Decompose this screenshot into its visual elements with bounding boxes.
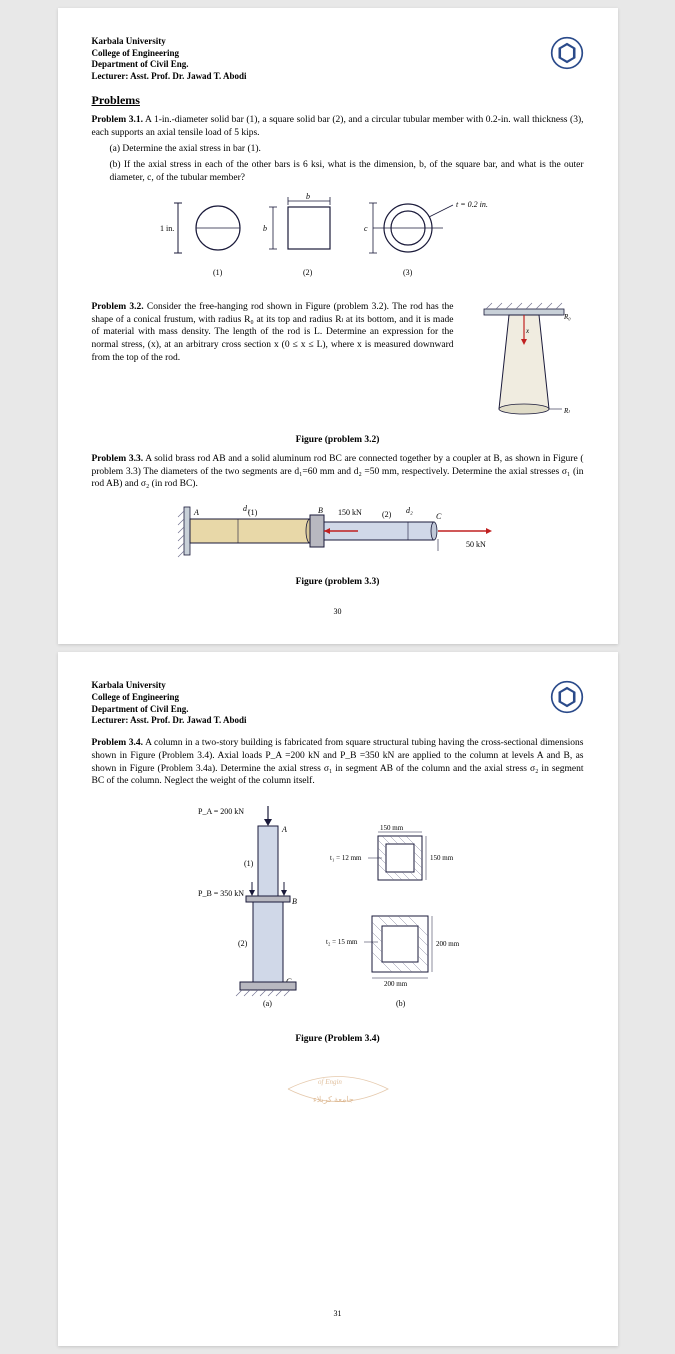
header: Karbala University College of Engineerin… (92, 36, 584, 83)
label-c: c (364, 224, 368, 233)
college-2: College of Engineering (92, 692, 247, 704)
university-logo-icon (550, 36, 584, 70)
p32-text-wrap: Problem 3.2. Consider the free-hanging r… (92, 301, 454, 431)
label-pa: P_A = 200 kN (198, 807, 244, 816)
university-2: Karbala University (92, 680, 247, 692)
department: Department of Civil Eng. (92, 59, 247, 71)
page-2: Karbala University College of Engineerin… (58, 652, 618, 1346)
problem-3-3: Problem 3.3. A solid brass rod AB and a … (92, 453, 584, 491)
p34-title: Problem 3.4. (92, 738, 144, 748)
label-150mm: 150 mm (380, 824, 404, 832)
fig34-caption: Figure (Problem 3.4) (92, 1034, 584, 1044)
page-num-1: 30 (92, 607, 584, 616)
label-n3: (3) (403, 268, 413, 277)
label-n1: (1) (213, 268, 223, 277)
p33-title: Problem 3.3. (92, 454, 144, 464)
svg-text:B: B (318, 506, 323, 515)
svg-text:of Engin: of Engin (318, 1078, 342, 1086)
page-1: Karbala University College of Engineerin… (58, 8, 618, 644)
label-b: b (306, 193, 310, 201)
department-2: Department of Civil Eng. (92, 704, 247, 716)
label-200mm-b: 200 mm (384, 980, 408, 988)
fig33-caption: Figure (problem 3.3) (92, 577, 584, 587)
problem-3-2: Problem 3.2. Consider the free-hanging r… (92, 301, 584, 431)
p31-body: A 1-in.-diameter solid bar (1), a square… (92, 115, 584, 138)
svg-text:R₀: R₀ (563, 313, 571, 321)
label-b-sub: (b) (396, 999, 406, 1008)
svg-text:C: C (436, 512, 442, 521)
label-t2: t₂ = 15 mm (326, 938, 358, 946)
svg-text:Rₗ: Rₗ (563, 407, 570, 415)
p32-title: Problem 3.2. (92, 302, 144, 312)
svg-text:(2): (2) (382, 510, 392, 519)
label-1in: 1 in. (160, 224, 174, 233)
svg-text:(1): (1) (244, 859, 254, 868)
header-text: Karbala University College of Engineerin… (92, 36, 247, 83)
p34-body: A column in a two-story building is fabr… (92, 738, 584, 786)
problems-heading: Problems (92, 93, 584, 108)
svg-text:جامعة كربلاء: جامعة كربلاء (313, 1095, 354, 1104)
label-t: t = 0.2 in. (456, 200, 488, 209)
svg-text:(2): (2) (238, 939, 248, 948)
lecturer-2: Lecturer: Asst. Prof. Dr. Jawad T. Abodi (92, 715, 247, 727)
p31-a: (a) Determine the axial stress in bar (1… (110, 143, 584, 156)
figure-3-1: 1 in. (1) b b (2) c t = 0.2 in. (3) (92, 193, 584, 293)
watermark-seal: of Engin جامعة كربلاء (92, 1054, 584, 1129)
figure-3-2: R₀ Rₗ x (464, 301, 584, 431)
header-2: Karbala University College of Engineerin… (92, 680, 584, 727)
label-t1: t₁ = 12 mm (330, 854, 362, 862)
svg-text:A: A (281, 825, 287, 834)
fig32-caption: Figure (problem 3.2) (92, 435, 584, 445)
university: Karbala University (92, 36, 247, 48)
p31-title: Problem 3.1. (92, 115, 143, 125)
header-text-2: Karbala University College of Engineerin… (92, 680, 247, 727)
university-logo-icon-2 (550, 680, 584, 714)
label-200mm: 200 mm (436, 940, 460, 948)
problem-3-4: Problem 3.4. A column in a two-story bui… (92, 737, 584, 788)
p31-b: (b) If the axial stress in each of the o… (110, 159, 584, 185)
p33-body: A solid brass rod AB and a solid aluminu… (92, 454, 584, 490)
figure-3-3: 150 kN 50 kN A B C (1) (2) d₁ d₂ (92, 499, 584, 569)
label-50kn: 50 kN (466, 540, 486, 549)
college: College of Engineering (92, 48, 247, 60)
label-b2: b (263, 224, 267, 233)
svg-text:d₁: d₁ (243, 504, 250, 513)
svg-text:B: B (292, 897, 297, 906)
figure-3-4: P_A = 200 kN A (1) P_B = 350 kN B (2) C (92, 796, 584, 1026)
svg-text:d₂: d₂ (406, 506, 413, 515)
label-n2: (2) (303, 268, 313, 277)
lecturer: Lecturer: Asst. Prof. Dr. Jawad T. Abodi (92, 71, 247, 83)
p32-body: Consider the free-hanging rod shown in F… (92, 302, 454, 363)
label-a: (a) (263, 999, 272, 1008)
problem-3-1: Problem 3.1. A 1-in.-diameter solid bar … (92, 114, 584, 140)
label-pb: P_B = 350 kN (198, 889, 244, 898)
svg-text:A: A (193, 508, 199, 517)
label-150mm-b: 150 mm (430, 854, 454, 862)
page-num-2: 31 (92, 1309, 584, 1318)
label-150kn: 150 kN (338, 508, 362, 517)
